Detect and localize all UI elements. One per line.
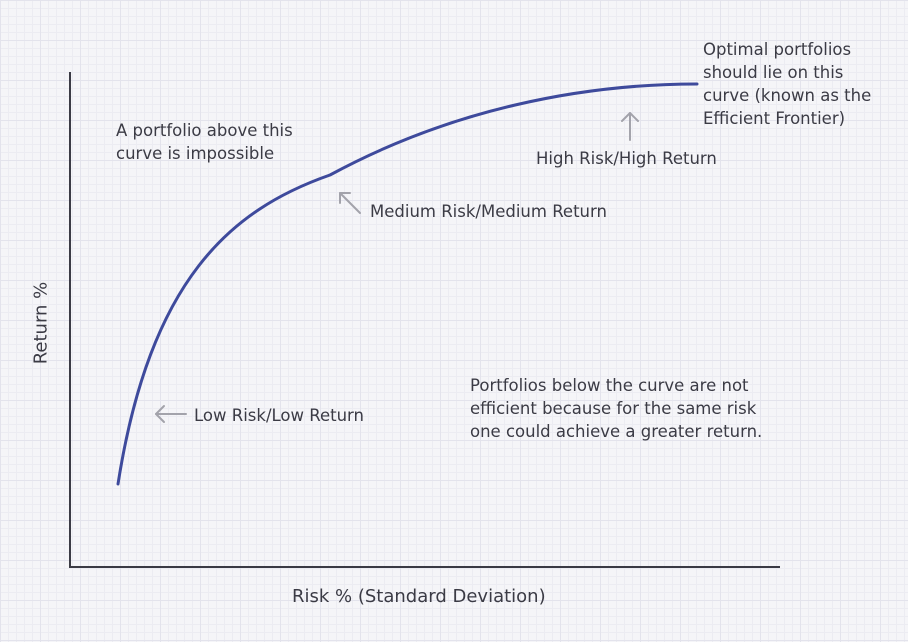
- arrow-up-icon: [621, 112, 639, 141]
- arrow-left-icon: [155, 405, 187, 423]
- annotation-line: Portfolios below the curve are not: [470, 376, 749, 395]
- impossible-annotation: A portfolio above this curve is impossib…: [116, 119, 293, 165]
- arrow-up-left-icon: [339, 192, 361, 214]
- annotation-line: A portfolio above this: [116, 121, 293, 140]
- high-risk-label: High Risk/High Return: [536, 149, 717, 168]
- annotation-line: curve (known as the: [703, 86, 872, 105]
- efficient-frontier-curve: [116, 82, 699, 486]
- x-axis-label: Risk % (Standard Deviation): [292, 586, 546, 607]
- annotation-line: curve is impossible: [116, 144, 275, 163]
- annotation-line: one could achieve a greater return.: [470, 422, 763, 441]
- below-curve-annotation: Portfolios below the curve are not effic…: [470, 374, 762, 443]
- y-axis-label: Return %: [30, 281, 52, 365]
- annotation-line: Optimal portfolios: [703, 40, 852, 59]
- annotation-line: Efficient Frontier): [703, 109, 846, 128]
- optimal-annotation: Optimal portfolios should lie on this cu…: [703, 38, 871, 130]
- low-risk-label: Low Risk/Low Return: [194, 406, 364, 425]
- annotation-line: should lie on this: [703, 63, 844, 82]
- medium-risk-label: Medium Risk/Medium Return: [370, 202, 607, 221]
- annotation-line: efficient because for the same risk: [470, 399, 757, 418]
